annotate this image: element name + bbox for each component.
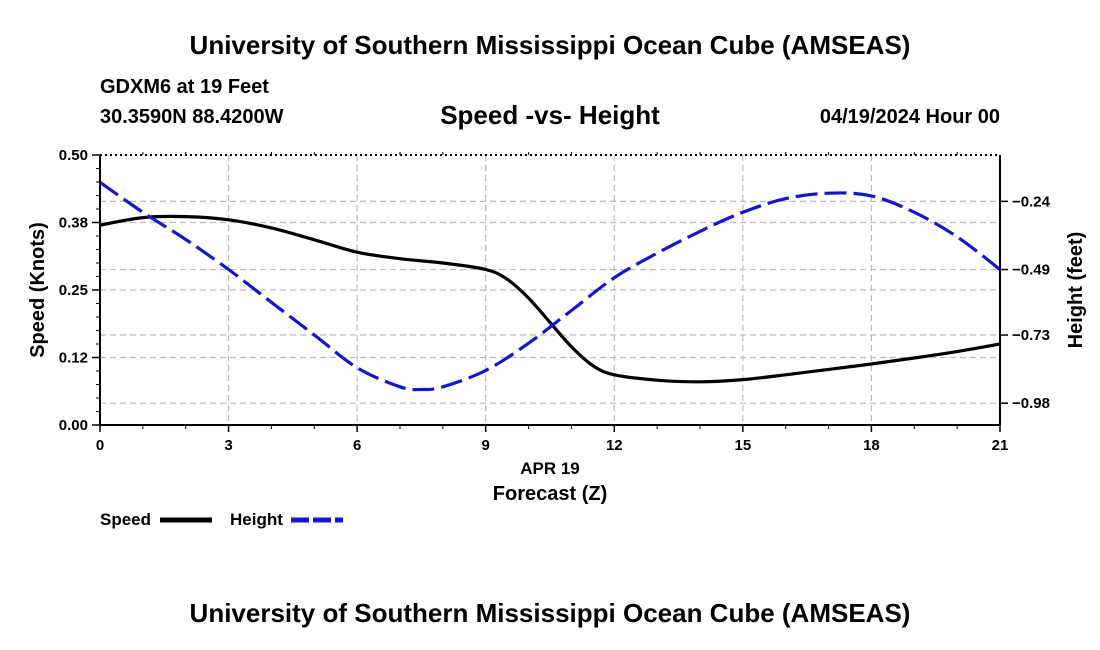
x-axis-title: Forecast (Z) <box>493 483 607 505</box>
x-tick-label: 12 <box>606 437 623 454</box>
y-tick-label: 0.38 <box>59 215 88 232</box>
station-coordinates: 30.3590N 88.4200W <box>100 106 284 128</box>
chart-title: Speed -vs- Height <box>440 100 660 130</box>
x-tick-label: 6 <box>353 437 361 454</box>
x-axis-date-label: APR 19 <box>520 459 580 478</box>
y2-tick-label: −0.49 <box>1012 262 1050 279</box>
y-tick-label: 0.00 <box>59 417 88 434</box>
legend-speed-label: Speed <box>100 510 151 529</box>
y-tick-label: 0.25 <box>59 282 88 299</box>
legend: Speed Height <box>100 510 343 529</box>
y2-axis-title: Height (feet) <box>1065 232 1087 349</box>
y2-tick-label: −0.98 <box>1012 395 1050 412</box>
x-tick-label: 21 <box>992 437 1009 454</box>
x-tick-label: 0 <box>96 437 104 454</box>
y-axis-title: Speed (Knots) <box>27 222 49 358</box>
tick-labels: 0 3 6 9 12 15 18 21 0.00 0.12 0.25 0.38 0.50 −0.24 −0.… <box>59 147 1051 454</box>
x-tick-label: 18 <box>863 437 880 454</box>
y-tick-label: 0.12 <box>59 350 88 367</box>
x-tick-label: 9 <box>482 437 490 454</box>
footer-title: University of Southern Mississippi Ocean… <box>189 598 911 628</box>
grid <box>100 155 1000 425</box>
plot-frame <box>99 154 1001 426</box>
series-speed-line <box>99 214 1001 384</box>
x-tick-label: 3 <box>224 437 232 454</box>
series-height-line <box>99 180 1001 392</box>
y2-tick-label: −0.73 <box>1012 327 1050 344</box>
forecast-datetime: 04/19/2024 Hour 00 <box>819 106 1000 128</box>
page-title: University of Southern Mississippi Ocean… <box>189 30 911 60</box>
legend-height-label: Height <box>230 510 283 529</box>
station-label: GDXM6 at 19 Feet <box>100 76 269 98</box>
x-tick-label: 15 <box>735 437 752 454</box>
series-lines <box>99 180 1001 392</box>
y2-tick-label: −0.24 <box>1012 193 1051 210</box>
axis-ticks <box>92 152 1008 432</box>
y-tick-label: 0.50 <box>59 147 88 164</box>
